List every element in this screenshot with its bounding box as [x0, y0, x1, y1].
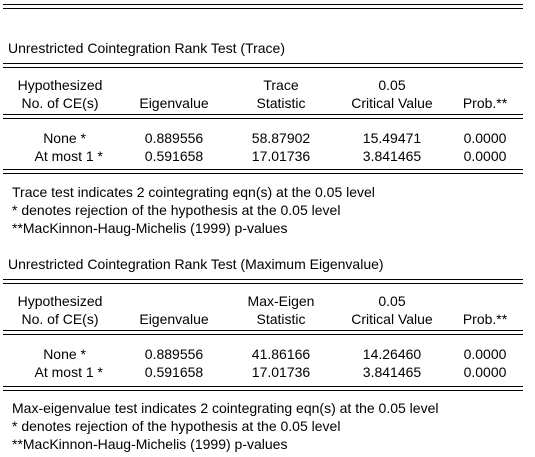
maxeig-note: Max-eigenvalue test indicates 2 cointegr… — [12, 400, 439, 416]
maxeig-row-statistic: 17.01736 — [251, 364, 311, 380]
maxeig-row-eigenvalue: 0.591658 — [144, 364, 204, 380]
trace-row-hypothesized: At most 1 * — [34, 148, 103, 164]
top-rule — [3, 4, 523, 5]
maxeig-note: **MacKinnon-Haug-Michelis (1999) p-value… — [12, 436, 288, 452]
trace-row-critical-value: 3.841465 — [362, 148, 422, 164]
maxeig-row-prob: 0.0000 — [463, 364, 507, 380]
trace-row-prob: 0.0000 — [463, 130, 507, 146]
trace-row-eigenvalue: 0.591658 — [144, 148, 204, 164]
trace-header-alpha: 0.05 — [378, 77, 406, 93]
maxeig-row-critical-value: 14.26460 — [362, 346, 422, 362]
maxeig-header-eigenvalue: Eigenvalue — [139, 311, 209, 327]
maxeig-header-statistic: Statistic — [256, 311, 306, 327]
trace-table-rule-bottom-second — [3, 173, 523, 174]
maxeig-header-hypothesized: Hypothesized — [17, 293, 103, 309]
maxeig-row-hypothesized: At most 1 * — [34, 364, 103, 380]
maxeig-title: Unrestricted Cointegration Rank Test (Ma… — [8, 256, 384, 272]
trace-header-rule-bottom-second — [3, 118, 523, 119]
trace-header-no-of-ce: No. of CE(s) — [21, 95, 99, 111]
maxeig-header-rule-bottom-second — [3, 334, 523, 335]
trace-row-prob: 0.0000 — [463, 148, 507, 164]
maxeig-row-hypothesized: None * — [43, 346, 86, 362]
trace-note: **MacKinnon-Haug-Michelis (1999) p-value… — [12, 220, 288, 236]
maxeig-header-rule-bottom — [3, 330, 523, 331]
trace-header-prob: Prob.** — [462, 95, 508, 111]
maxeig-row-prob: 0.0000 — [463, 346, 507, 362]
maxeig-header-rule-top — [3, 279, 523, 280]
trace-row-eigenvalue: 0.889556 — [144, 130, 204, 146]
maxeig-row-statistic: 41.86166 — [251, 346, 311, 362]
trace-row-hypothesized: None * — [43, 130, 86, 146]
trace-row-statistic: 17.01736 — [251, 148, 311, 164]
trace-header-hypothesized: Hypothesized — [17, 77, 103, 93]
trace-note: * denotes rejection of the hypothesis at… — [12, 202, 341, 218]
trace-header-rule-bottom — [3, 114, 523, 115]
trace-row-critical-value: 15.49471 — [362, 130, 422, 146]
trace-row-statistic: 58.87902 — [251, 130, 311, 146]
maxeig-note: * denotes rejection of the hypothesis at… — [12, 418, 341, 434]
trace-header-rule-top — [3, 63, 523, 64]
trace-header-trace: Trace — [263, 77, 299, 93]
maxeig-header-critical-value: Critical Value — [351, 311, 433, 327]
maxeig-table-rule-bottom — [3, 386, 523, 387]
maxeig-table-rule-bottom-second — [3, 390, 523, 391]
maxeig-row-eigenvalue: 0.889556 — [144, 346, 204, 362]
maxeig-row-critical-value: 3.841465 — [362, 364, 422, 380]
maxeig-header-max-eigen: Max-Eigen — [247, 293, 315, 309]
maxeig-header-rule-top-second — [3, 283, 523, 284]
maxeig-header-prob: Prob.** — [462, 311, 508, 327]
trace-header-eigenvalue: Eigenvalue — [139, 95, 209, 111]
maxeig-header-alpha: 0.05 — [378, 293, 406, 309]
trace-header-statistic: Statistic — [256, 95, 306, 111]
trace-table-rule-bottom — [3, 169, 523, 170]
trace-note: Trace test indicates 2 cointegrating eqn… — [12, 184, 375, 200]
top-rule-second — [3, 8, 523, 9]
trace-header-rule-top-second — [3, 67, 523, 68]
maxeig-header-no-of-ce: No. of CE(s) — [21, 311, 99, 327]
trace-title: Unrestricted Cointegration Rank Test (Tr… — [8, 40, 285, 56]
trace-header-critical-value: Critical Value — [351, 95, 433, 111]
